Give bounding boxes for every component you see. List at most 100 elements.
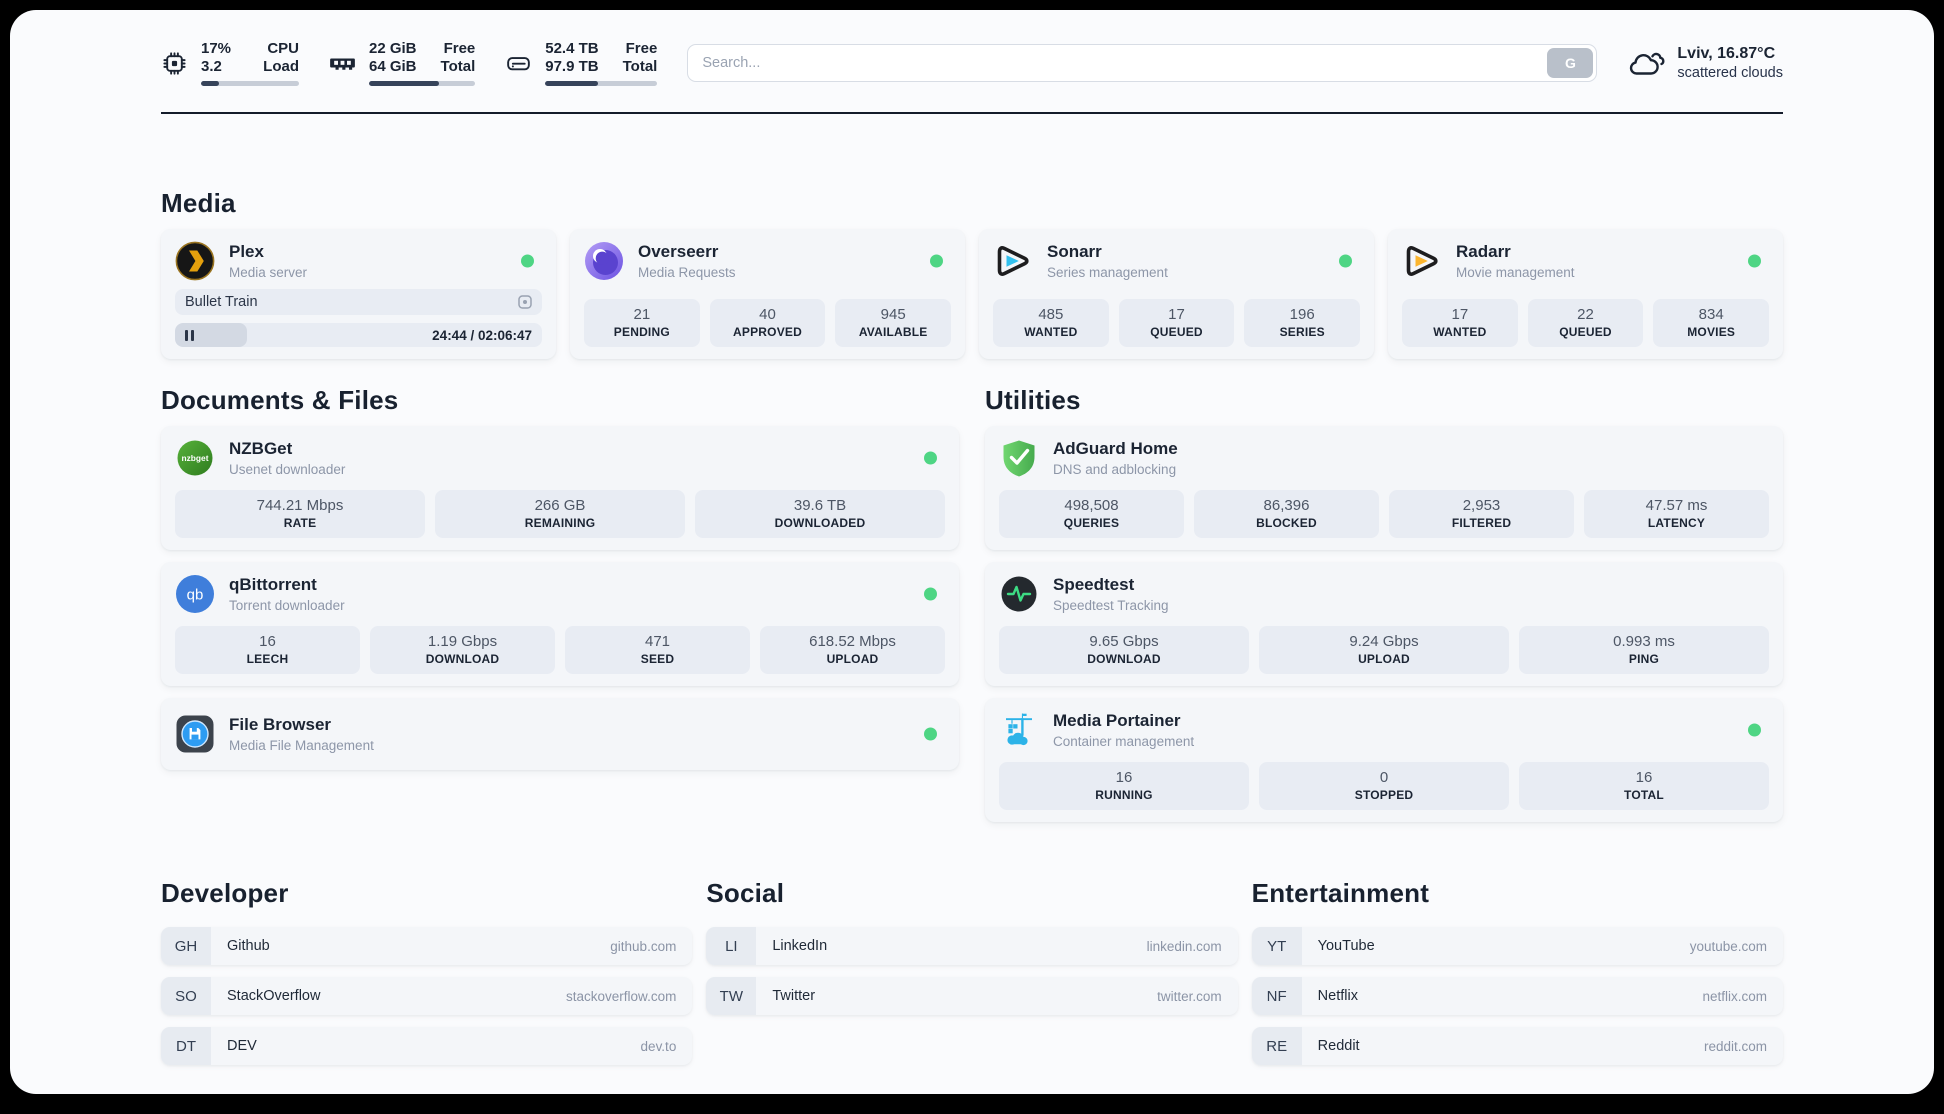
disk-free: 52.4 TB xyxy=(545,40,599,57)
bookmark-abbr: DT xyxy=(161,1027,211,1065)
bookmark-twitter[interactable]: TW Twitter twitter.com xyxy=(706,977,1238,1015)
section-title-documents: Documents & Files xyxy=(161,385,399,415)
memory-usage-bar xyxy=(369,81,476,86)
bookmark-name: Twitter xyxy=(772,988,816,1004)
bookmark-name: Github xyxy=(227,938,270,954)
app-title: qBittorrent xyxy=(229,574,317,594)
video-preview-icon xyxy=(518,295,532,309)
bookmark-youtube[interactable]: YT YouTube youtube.com xyxy=(1251,927,1783,965)
stat-box: 9.24 Gbps UPLOAD xyxy=(1259,626,1509,674)
bookmark-github[interactable]: GH Github github.com xyxy=(161,927,693,965)
search-engine-button[interactable]: G xyxy=(1547,48,1594,78)
status-dot xyxy=(521,254,534,268)
bookmark-abbr: YT xyxy=(1251,927,1302,965)
stat-box: 21 PENDING xyxy=(584,299,700,347)
app-card-overseerr[interactable]: Overseerr Media Requests 21 PENDING 40 A… xyxy=(570,229,965,359)
playback-time: 24:44 / 02:06:47 xyxy=(432,327,532,343)
status-dot xyxy=(1748,254,1761,268)
adguard-icon xyxy=(1003,440,1035,477)
svg-text:nzbget: nzbget xyxy=(182,453,209,463)
qbittorrent-icon: qb xyxy=(176,575,214,613)
bookmark-reddit[interactable]: RE Reddit reddit.com xyxy=(1251,1027,1783,1065)
weather-widget: Lviv, 16.87°C scattered clouds xyxy=(1627,44,1783,82)
app-description: Torrent downloader xyxy=(229,597,345,613)
stat-box: 17 QUEUED xyxy=(1118,299,1235,347)
status-dot xyxy=(1748,723,1761,737)
app-card-nzbget[interactable]: nzbget NZBGet Usenet downloader 744.21 M… xyxy=(161,426,959,550)
section-title-social: Social xyxy=(706,878,785,908)
stat-box: 9.65 Gbps DOWNLOAD xyxy=(999,626,1249,674)
bookmark-name: Netflix xyxy=(1317,988,1358,1004)
stat-box: 16 TOTAL xyxy=(1519,762,1769,810)
bookmark-url: github.com xyxy=(610,938,677,954)
app-title: Plex xyxy=(229,241,264,261)
header-divider xyxy=(161,112,1783,114)
cpu-usage-bar xyxy=(201,81,299,86)
bookmark-column-social: Social LI LinkedIn linkedin.com TW Twitt… xyxy=(706,878,1238,1065)
stat-box: 266 GB REMAINING xyxy=(435,490,685,538)
pause-icon xyxy=(185,329,194,341)
bookmark-abbr: GH xyxy=(161,927,211,965)
bookmark-url: dev.to xyxy=(640,1038,677,1054)
bookmark-stackoverflow[interactable]: SO StackOverflow stackoverflow.com xyxy=(161,977,693,1015)
app-card-qbittorrent[interactable]: qb qBittorrent Torrent downloader 16 xyxy=(161,562,959,686)
app-title: Sonarr xyxy=(1047,241,1102,261)
bookmark-url: stackoverflow.com xyxy=(566,988,677,1004)
app-description: Usenet downloader xyxy=(229,461,346,477)
bookmark-linkedin[interactable]: LI LinkedIn linkedin.com xyxy=(706,927,1238,965)
app-title: AdGuard Home xyxy=(1053,438,1178,458)
app-description: Movie management xyxy=(1456,264,1575,280)
app-description: DNS and adblocking xyxy=(1053,461,1177,477)
app-card-sonarr[interactable]: Sonarr Series management 485 WANTED 17 Q… xyxy=(979,229,1374,359)
app-card-plex[interactable]: Plex Media server Bullet Train xyxy=(161,229,556,359)
stat-box: 86,396 BLOCKED xyxy=(1194,490,1379,538)
app-card-radarr[interactable]: Radarr Movie management 17 WANTED 22 QUE… xyxy=(1388,229,1783,359)
weather-condition: scattered clouds xyxy=(1677,65,1783,81)
app-description: Media File Management xyxy=(229,737,374,753)
radarr-icon xyxy=(1406,246,1438,276)
svg-text:qb: qb xyxy=(187,586,204,603)
app-title: File Browser xyxy=(229,714,332,734)
cpu-label-1: CPU xyxy=(267,40,299,57)
bookmark-name: LinkedIn xyxy=(772,938,828,954)
bookmark-name: YouTube xyxy=(1317,938,1375,954)
speedtest-icon xyxy=(1001,576,1037,612)
section-title-utilities: Utilities xyxy=(985,385,1081,415)
disk-label-2: Total xyxy=(622,58,658,75)
status-dot xyxy=(924,451,937,465)
stat-box: 39.6 TB DOWNLOADED xyxy=(695,490,945,538)
search-input[interactable] xyxy=(687,44,1598,82)
memory-widget: 22 GiB 64 GiB Free Total xyxy=(329,40,476,86)
memory-free: 22 GiB xyxy=(369,40,417,57)
status-dot xyxy=(930,254,943,268)
stat-box: 40 APPROVED xyxy=(709,299,826,347)
stat-box: 17 WANTED xyxy=(1402,299,1518,347)
app-card-speedtest[interactable]: Speedtest Speedtest Tracking 9.65 Gbps D… xyxy=(985,562,1783,686)
stat-box: 618.52 Mbps UPLOAD xyxy=(760,626,945,674)
bookmark-dev[interactable]: DT DEV dev.to xyxy=(161,1027,693,1065)
stat-box: 16 LEECH xyxy=(175,626,360,674)
app-description: Media Requests xyxy=(638,264,736,280)
bookmark-name: DEV xyxy=(227,1038,257,1054)
section-title-developer: Developer xyxy=(161,878,289,908)
stat-box: 2,953 FILTERED xyxy=(1389,490,1574,538)
stat-box: 47.57 ms LATENCY xyxy=(1584,490,1769,538)
app-card-adguard[interactable]: AdGuard Home DNS and adblocking 498,508 … xyxy=(985,426,1783,550)
stat-box: 744.21 Mbps RATE xyxy=(175,490,425,538)
now-playing-title: Bullet Train xyxy=(185,294,258,310)
disk-widget: 52.4 TB 97.9 TB Free Total xyxy=(505,40,658,86)
stat-box: 0.993 ms PING xyxy=(1519,626,1769,674)
memory-total: 64 GiB xyxy=(369,58,417,75)
now-playing-row: Bullet Train xyxy=(175,289,542,315)
bookmark-abbr: TW xyxy=(706,977,757,1015)
app-card-filebrowser[interactable]: File Browser Media File Management xyxy=(161,698,959,770)
app-card-portainer[interactable]: Media Portainer Container management 16 … xyxy=(985,698,1783,822)
bookmark-name: StackOverflow xyxy=(227,988,321,1004)
app-title: Speedtest xyxy=(1053,574,1135,594)
app-title: NZBGet xyxy=(229,438,293,458)
bookmark-netflix[interactable]: NF Netflix netflix.com xyxy=(1251,977,1783,1015)
portainer-icon xyxy=(1006,713,1032,746)
stat-box: 471 SEED xyxy=(565,626,750,674)
section-title-media: Media xyxy=(161,188,236,218)
stat-box: 16 RUNNING xyxy=(999,762,1249,810)
